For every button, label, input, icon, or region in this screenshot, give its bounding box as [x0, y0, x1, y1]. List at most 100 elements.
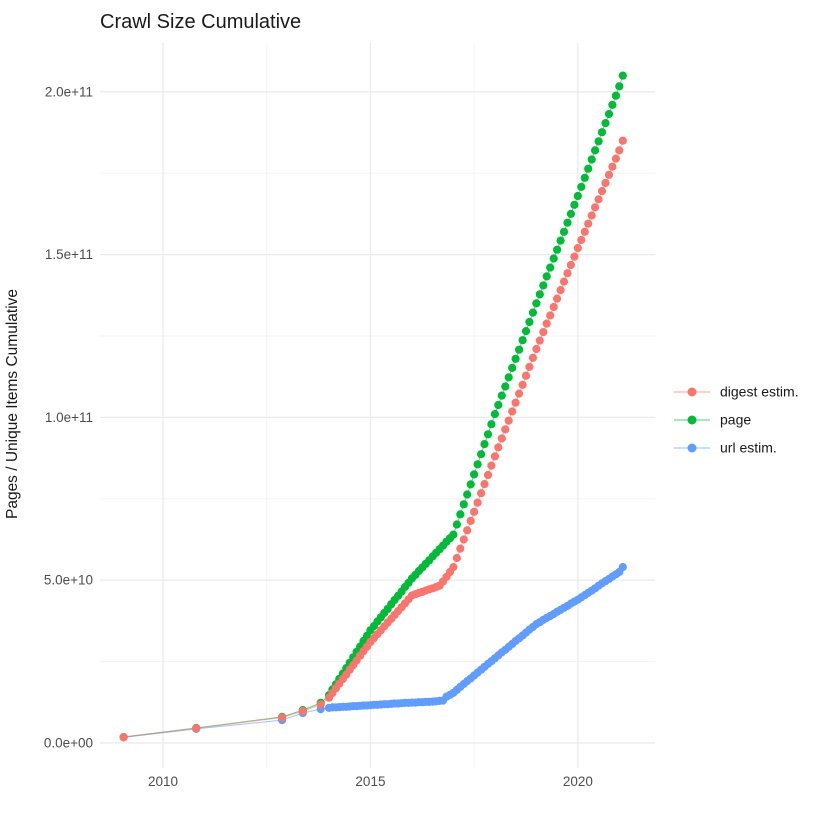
- data-point-page: [511, 354, 520, 363]
- data-point-page: [477, 450, 486, 459]
- data-point-page: [504, 373, 513, 382]
- y-tick-label: 2.0e+11: [45, 84, 93, 99]
- data-point-digest-estim: [542, 319, 551, 328]
- data-point-digest-estim: [483, 470, 493, 480]
- data-point-page: [466, 480, 475, 489]
- data-point-digest-estim: [459, 535, 468, 544]
- data-point-page: [483, 430, 493, 439]
- legend-key-point: [687, 415, 697, 425]
- data-point-page: [580, 173, 589, 182]
- data-point-page: [549, 254, 558, 263]
- legend-key-point: [687, 387, 697, 397]
- data-point-digest-estim: [316, 700, 325, 709]
- data-point-page: [559, 227, 569, 236]
- data-point-page: [532, 299, 541, 308]
- legend-item-digest-estim: digest estim.: [674, 384, 799, 400]
- data-point-digest-estim: [601, 178, 610, 188]
- data-point-page: [463, 490, 472, 499]
- y-axis-title: Pages / Unique Items Cumulative: [4, 289, 21, 519]
- data-point-page: [456, 510, 465, 519]
- data-point-digest-estim: [278, 713, 287, 722]
- data-point-page: [566, 209, 576, 218]
- data-point-digest-estim: [497, 434, 506, 443]
- y-tick-label: 0.0e+00: [44, 735, 93, 750]
- data-point-digest-estim: [584, 219, 593, 228]
- data-point-digest-estim: [539, 328, 548, 337]
- data-point-digest-estim: [501, 425, 510, 434]
- data-point-page: [528, 308, 538, 317]
- x-tick-label: 2020: [563, 774, 593, 789]
- data-point-digest-estim: [546, 311, 555, 320]
- data-point-page: [584, 164, 593, 173]
- data-point-page: [618, 71, 627, 80]
- data-point-digest-estim: [466, 516, 475, 526]
- data-point-page: [490, 410, 499, 419]
- series-line-digest-estim: [123, 140, 624, 738]
- series-digest-estim: [119, 136, 627, 742]
- data-point-digest-estim: [615, 146, 624, 155]
- legend-item-page: page: [674, 412, 751, 428]
- data-point-digest-estim: [525, 362, 534, 371]
- data-point-digest-estim: [594, 195, 603, 204]
- data-point-page: [487, 420, 496, 429]
- series-line-url-estim: [123, 566, 624, 738]
- data-point-page: [452, 520, 461, 529]
- data-point-url-estim: [618, 563, 627, 572]
- data-point-page: [577, 182, 586, 191]
- data-point-page: [521, 327, 531, 336]
- data-point-page: [597, 128, 607, 137]
- data-point-page: [608, 100, 617, 109]
- data-point-digest-estim: [577, 235, 586, 245]
- data-point-digest-estim: [573, 244, 582, 253]
- data-point-digest-estim: [494, 443, 503, 452]
- data-point-page: [563, 218, 572, 227]
- data-point-page: [591, 146, 600, 155]
- data-point-digest-estim: [604, 170, 614, 179]
- data-point-page: [501, 382, 510, 391]
- data-point-page: [518, 336, 527, 345]
- legend-item-url-estim: url estim.: [674, 440, 777, 456]
- data-point-digest-estim: [618, 136, 627, 145]
- data-point-digest-estim: [119, 733, 128, 742]
- data-point-digest-estim: [563, 269, 572, 278]
- data-point-digest-estim: [477, 489, 486, 498]
- data-point-page: [539, 281, 548, 290]
- series-layer: [119, 71, 627, 742]
- data-point-digest-estim: [192, 724, 201, 733]
- data-point-digest-estim: [518, 380, 527, 389]
- data-point-digest-estim: [463, 526, 472, 535]
- data-point-digest-estim: [580, 227, 589, 236]
- data-point-digest-estim: [611, 154, 621, 163]
- data-point-page: [473, 460, 482, 469]
- data-point-digest-estim: [480, 480, 489, 489]
- x-tick-label: 2010: [148, 774, 178, 789]
- data-point-page: [594, 137, 603, 146]
- data-point-page: [615, 82, 624, 91]
- data-point-digest-estim: [515, 389, 524, 398]
- data-point-digest-estim: [504, 416, 513, 425]
- data-point-digest-estim: [528, 353, 538, 362]
- data-point-digest-estim: [535, 336, 544, 345]
- data-point-page: [587, 155, 596, 164]
- data-point-digest-estim: [549, 302, 558, 312]
- data-point-page: [515, 345, 524, 354]
- y-tick-label: 1.5e+11: [45, 247, 93, 262]
- data-point-digest-estim: [597, 187, 607, 196]
- data-point-digest-estim: [566, 260, 576, 270]
- data-point-page: [494, 400, 503, 410]
- axis-tick-labels: 2010 2015 2020 0.0e+00 5.0e+10 1.0e+11 1.5e+11…: [44, 84, 593, 789]
- gridlines-minor: [100, 43, 655, 768]
- data-point-digest-estim: [553, 294, 562, 303]
- data-point-digest-estim: [587, 211, 596, 220]
- legend: digest estim. page url estim.: [674, 384, 799, 456]
- y-tick-label: 5.0e+10: [44, 573, 93, 588]
- data-point-digest-estim: [511, 398, 520, 407]
- data-point-digest-estim: [473, 498, 482, 507]
- data-point-digest-estim: [570, 252, 579, 261]
- data-point-page: [497, 391, 506, 400]
- legend-label: page: [720, 412, 751, 428]
- data-point-page: [611, 91, 621, 100]
- data-point-digest-estim: [608, 162, 617, 171]
